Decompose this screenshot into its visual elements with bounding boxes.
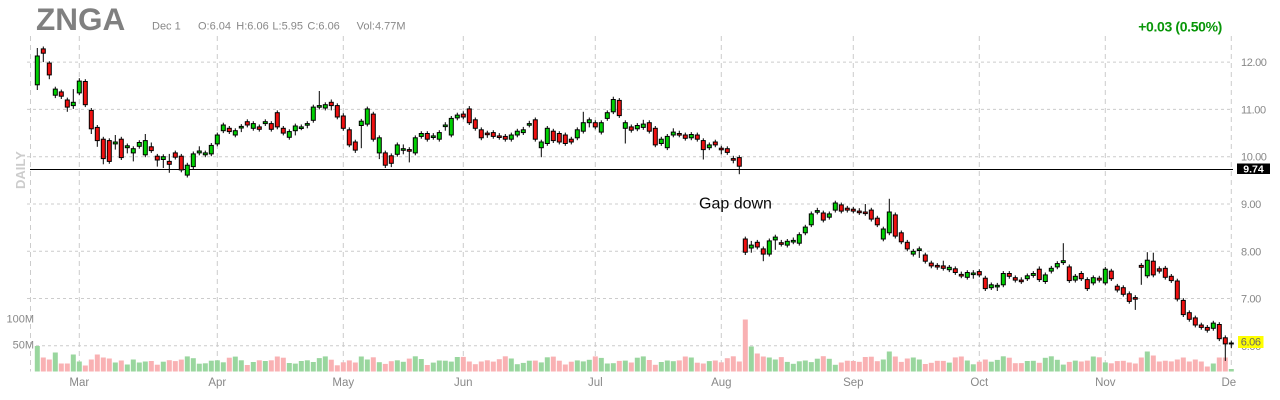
svg-text:Nov: Nov bbox=[1095, 377, 1116, 389]
svg-text:Dec 1: Dec 1 bbox=[152, 21, 181, 33]
svg-text:Jul: Jul bbox=[588, 377, 603, 389]
svg-text:H:6.06: H:6.06 bbox=[236, 21, 268, 33]
svg-text:May: May bbox=[332, 377, 354, 389]
svg-text:Aug: Aug bbox=[711, 377, 731, 389]
svg-text:100M: 100M bbox=[6, 314, 34, 326]
svg-text:Oct: Oct bbox=[970, 377, 989, 389]
svg-text:8.00: 8.00 bbox=[1241, 246, 1261, 258]
svg-text:De: De bbox=[1222, 377, 1237, 389]
svg-text:Apr: Apr bbox=[208, 377, 226, 389]
svg-text:11.00: 11.00 bbox=[1241, 104, 1266, 116]
svg-text:10.00: 10.00 bbox=[1241, 152, 1267, 164]
svg-text:Mar: Mar bbox=[69, 377, 89, 389]
svg-text:9.74: 9.74 bbox=[1243, 164, 1264, 176]
svg-text:Gap down: Gap down bbox=[699, 196, 772, 213]
svg-text:ZNGA: ZNGA bbox=[36, 1, 125, 37]
svg-text:DAILY: DAILY bbox=[13, 151, 28, 189]
svg-text:6.06: 6.06 bbox=[1241, 337, 1261, 349]
svg-text:12.00: 12.00 bbox=[1241, 57, 1267, 69]
svg-text:+0.03 (0.50%): +0.03 (0.50%) bbox=[1138, 19, 1222, 35]
svg-text:C:6.06: C:6.06 bbox=[307, 21, 339, 33]
svg-text:50M: 50M bbox=[13, 340, 34, 352]
svg-text:7.00: 7.00 bbox=[1241, 294, 1261, 306]
svg-text:L:5.95: L:5.95 bbox=[272, 21, 303, 33]
svg-text:Sep: Sep bbox=[843, 377, 863, 389]
svg-text:9.00: 9.00 bbox=[1241, 199, 1261, 211]
svg-text:Jun: Jun bbox=[454, 377, 473, 389]
svg-text:O:6.04: O:6.04 bbox=[198, 21, 231, 33]
svg-text:Vol:4.77M: Vol:4.77M bbox=[357, 21, 406, 33]
